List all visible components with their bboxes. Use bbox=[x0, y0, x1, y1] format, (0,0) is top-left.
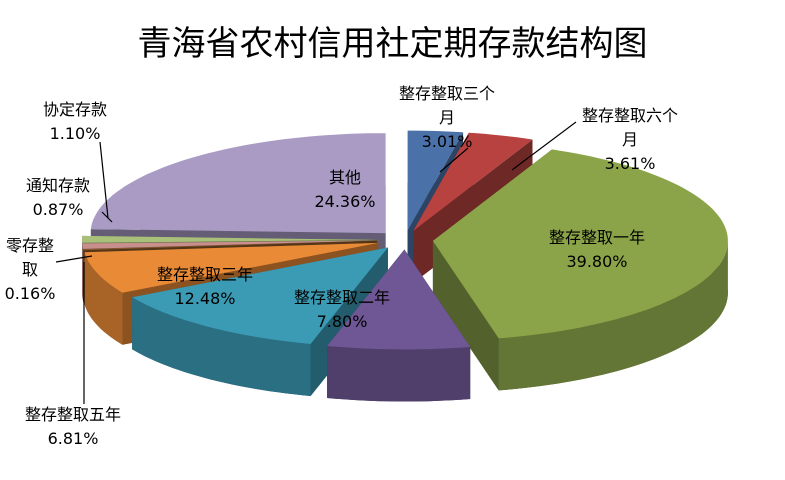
slice-wall bbox=[132, 297, 311, 396]
category-label: 零存整取 bbox=[5, 236, 54, 279]
category-label: 协定存款 bbox=[42, 100, 107, 119]
data-label: 整存整取五年 6.81% bbox=[8, 403, 138, 451]
data-label: 整存整取三个月 3.01% bbox=[392, 82, 502, 154]
slice bbox=[83, 240, 378, 251]
slice bbox=[327, 249, 471, 350]
slice-wall bbox=[82, 243, 84, 301]
value-label: 0.87% bbox=[32, 200, 84, 219]
chart-title: 青海省农村信用社定期存款结构图 bbox=[137, 24, 648, 64]
category-label: 整存整取五年 bbox=[24, 405, 121, 424]
slice-wall bbox=[327, 346, 471, 402]
category-label: 整存整取一年 bbox=[548, 228, 645, 247]
category-label: 整存整取二年 bbox=[293, 288, 390, 307]
leader-line bbox=[511, 121, 577, 171]
category-label: 整存整取三个月 bbox=[398, 84, 495, 127]
data-label: 整存整取二年 7.80% bbox=[272, 286, 412, 334]
value-label: 7.80% bbox=[316, 312, 368, 331]
slice bbox=[84, 242, 379, 293]
value-label: 12.48% bbox=[174, 289, 236, 308]
value-label: 24.36% bbox=[314, 192, 376, 211]
slice bbox=[407, 130, 464, 231]
slice bbox=[132, 247, 388, 344]
slice-side bbox=[432, 240, 499, 391]
data-label: 其他 24.36% bbox=[290, 166, 400, 214]
value-label: 0.16% bbox=[4, 284, 56, 303]
data-label: 整存整取三年 12.48% bbox=[130, 263, 280, 311]
leader-line bbox=[101, 211, 113, 223]
data-label: 整存整取六个月 3.61% bbox=[580, 104, 680, 176]
value-label: 3.01% bbox=[421, 132, 473, 151]
data-label: 通知存款 0.87% bbox=[8, 174, 108, 222]
slice bbox=[413, 132, 533, 231]
category-label: 通知存款 bbox=[25, 176, 90, 195]
value-label: 1.10% bbox=[49, 124, 101, 143]
value-label: 3.61% bbox=[604, 154, 656, 173]
slice bbox=[82, 240, 377, 249]
slice bbox=[90, 133, 386, 234]
value-label: 39.80% bbox=[566, 252, 628, 271]
leader-line bbox=[439, 147, 469, 173]
leader-line bbox=[99, 141, 109, 219]
category-label: 其他 bbox=[328, 168, 361, 187]
slice bbox=[82, 235, 377, 243]
slice bbox=[432, 149, 728, 339]
category-label: 整存整取六个月 bbox=[581, 106, 678, 149]
slice-wall bbox=[84, 252, 123, 345]
data-label: 协定存款 1.10% bbox=[20, 98, 130, 146]
category-label: 整存整取三年 bbox=[156, 265, 253, 284]
data-label: 零存整取 0.16% bbox=[4, 234, 56, 306]
data-label: 整存整取一年 39.80% bbox=[512, 226, 682, 274]
value-label: 6.81% bbox=[47, 429, 99, 448]
leader-line bbox=[55, 255, 93, 263]
slice-wall bbox=[498, 240, 728, 391]
